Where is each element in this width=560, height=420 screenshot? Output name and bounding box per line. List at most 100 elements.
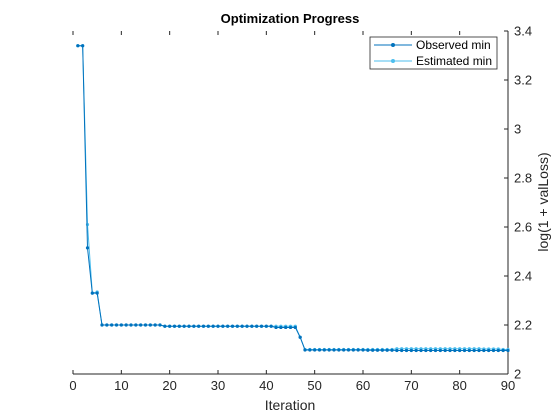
observed-min-point (240, 324, 244, 328)
observed-min-point (482, 348, 486, 353)
observed-min-point (385, 348, 389, 352)
y-tick-label: 3 (514, 122, 521, 137)
observed-min-point (114, 323, 119, 327)
observed-min-point (371, 348, 375, 352)
observed-min-point (230, 324, 235, 328)
x-tick-label: 90 (501, 378, 515, 393)
observed-min-point (409, 348, 413, 353)
observed-min-point (100, 323, 104, 327)
legend: Observed min Estimated min (369, 36, 498, 70)
y-tick-label: 2.2 (514, 318, 532, 333)
observed-min-point (259, 324, 264, 328)
observed-min-point (119, 323, 123, 327)
observed-min-point (458, 348, 462, 353)
observed-min-point (419, 348, 423, 353)
observed-min-point (274, 325, 278, 330)
observed-min-point (477, 348, 481, 353)
observed-min-point (172, 324, 177, 328)
observed-min-point (424, 348, 428, 353)
observed-min-point (453, 348, 457, 353)
observed-min-point (356, 348, 360, 352)
x-tick-label: 40 (259, 378, 273, 393)
observed-min-point (153, 323, 157, 327)
observed-min-point (134, 323, 138, 327)
observed-min-point (226, 324, 230, 328)
observed-min-point (143, 323, 148, 327)
observed-min-point (293, 325, 297, 330)
x-tick-label: 0 (69, 378, 76, 393)
observed-min-point (187, 324, 191, 328)
x-tick-label: 10 (114, 378, 128, 393)
observed-min-point (182, 324, 186, 328)
observed-min-series (76, 44, 510, 353)
y-tick-label: 2 (514, 367, 521, 382)
observed-min-point (298, 335, 302, 339)
observed-min-point (158, 323, 162, 327)
observed-min-point (313, 348, 317, 352)
observed-min-point (501, 348, 505, 353)
legend-box (369, 36, 498, 70)
observed-min-point (429, 348, 433, 353)
observed-min-point (129, 323, 133, 327)
observed-min-point (322, 348, 326, 352)
observed-min-point (400, 348, 404, 353)
observed-min-point (95, 291, 99, 295)
observed-min-point (168, 324, 172, 328)
y-tick-label: 2.6 (514, 220, 532, 235)
observed-min-point (404, 348, 409, 353)
observed-min-point (110, 323, 114, 327)
observed-min-point (448, 348, 452, 353)
observed-min-point (206, 324, 210, 328)
x-tick-label: 50 (307, 378, 321, 393)
observed-min-point (177, 324, 181, 328)
observed-min-point (308, 348, 312, 352)
observed-min-point (105, 323, 109, 327)
observed-min-point (390, 348, 394, 352)
y-axis-label: log(1 + valLoss) (535, 152, 551, 251)
legend-estimated-marker (391, 59, 395, 63)
y-tick-label: 3.4 (514, 24, 532, 39)
observed-min-point (76, 44, 80, 48)
observed-min-point (245, 324, 249, 328)
observed-min-point (496, 348, 500, 353)
x-tick-label: 60 (356, 378, 370, 393)
observed-min-point (375, 348, 380, 352)
observed-min-point (361, 348, 365, 352)
observed-min-point (462, 348, 467, 353)
observed-min-point (506, 348, 510, 353)
observed-min-point (337, 348, 341, 352)
observed-min-point (216, 324, 220, 328)
x-tick-label: 30 (211, 378, 225, 393)
observed-min-point (327, 348, 331, 352)
observed-min-point (317, 348, 322, 352)
axes: 0 10 20 30 40 50 60 70 80 902 2.2 2.4 2.6 2.8 3 3.2 3.4 (69, 24, 532, 394)
plot-area (73, 31, 508, 374)
observed-min-point (380, 348, 384, 352)
observed-min-point (192, 324, 196, 328)
x-tick-label: 20 (162, 378, 176, 393)
y-tick-label: 3.2 (514, 73, 532, 88)
observed-min-point (264, 324, 268, 328)
observed-min-point (443, 348, 447, 353)
observed-min-point (269, 324, 273, 328)
observed-min-point (139, 323, 143, 327)
observed-min-point (487, 348, 491, 353)
observed-min-point (85, 246, 90, 250)
observed-min-point (163, 324, 167, 328)
observed-min-point (81, 44, 85, 48)
observed-min-point (303, 348, 307, 352)
observed-min-point (221, 324, 225, 328)
observed-min-point (148, 323, 152, 327)
observed-min-point (201, 324, 206, 328)
x-tick-label: 70 (404, 378, 418, 393)
observed-min-point (346, 348, 351, 352)
legend-estimated-label: Estimated min (416, 54, 492, 68)
y-tick-label: 2.4 (514, 269, 532, 284)
observed-min-point (284, 325, 288, 330)
observed-min-point (438, 348, 442, 353)
observed-min-point (124, 323, 128, 327)
observed-min-point (414, 348, 418, 353)
observed-min-point (211, 324, 215, 328)
x-tick-label: 80 (452, 378, 466, 393)
